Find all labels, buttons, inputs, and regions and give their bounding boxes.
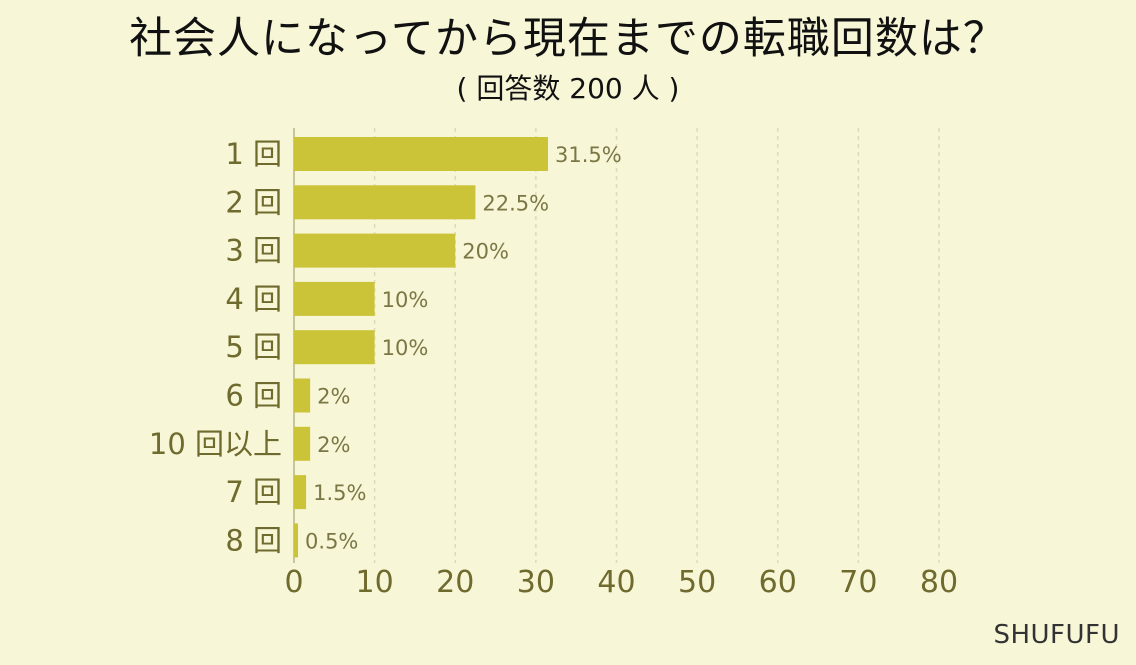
bar xyxy=(294,475,307,510)
bar xyxy=(294,233,456,268)
category-label: 4 回 xyxy=(225,282,282,316)
bar xyxy=(294,426,311,461)
x-tick-label: 70 xyxy=(839,565,877,600)
value-label: 22.5% xyxy=(482,191,549,215)
x-tick-label: 20 xyxy=(436,565,474,600)
x-tick-label: 10 xyxy=(356,565,394,600)
category-label: 8 回 xyxy=(225,523,282,557)
x-tick-label: 60 xyxy=(759,565,797,600)
x-tick-label: 80 xyxy=(920,565,958,600)
bar xyxy=(294,137,548,171)
bar xyxy=(294,281,375,316)
value-label: 2% xyxy=(317,433,350,457)
value-label: 20% xyxy=(462,240,509,264)
x-tick-label: 50 xyxy=(678,565,716,600)
value-label: 10% xyxy=(382,288,429,312)
bar xyxy=(294,523,299,558)
category-label: 5 回 xyxy=(225,330,282,364)
chart-subtitle: ( 回答数 200 人 ) xyxy=(456,72,680,105)
bar xyxy=(294,330,375,365)
category-label: 2 回 xyxy=(225,185,282,219)
bar xyxy=(294,378,311,413)
value-label: 10% xyxy=(382,336,429,360)
category-label: 7 回 xyxy=(225,475,282,509)
value-label: 31.5% xyxy=(555,143,622,167)
category-label: 6 回 xyxy=(225,379,282,413)
x-tick-label: 40 xyxy=(597,565,635,600)
bar xyxy=(294,185,476,220)
x-tick-label: 30 xyxy=(517,565,555,600)
x-tick-label: 0 xyxy=(284,565,303,600)
chart-title: 社会人になってから現在までの転職回数は？ xyxy=(129,14,1007,64)
value-label: 2% xyxy=(317,385,350,409)
value-label: 0.5% xyxy=(305,529,358,553)
brand-logo-text: SHUFUFU xyxy=(993,620,1120,650)
category-label: 10 回以上 xyxy=(149,427,282,461)
category-label: 3 回 xyxy=(225,234,282,268)
value-label: 1.5% xyxy=(313,481,366,505)
category-label: 1 回 xyxy=(225,137,282,171)
